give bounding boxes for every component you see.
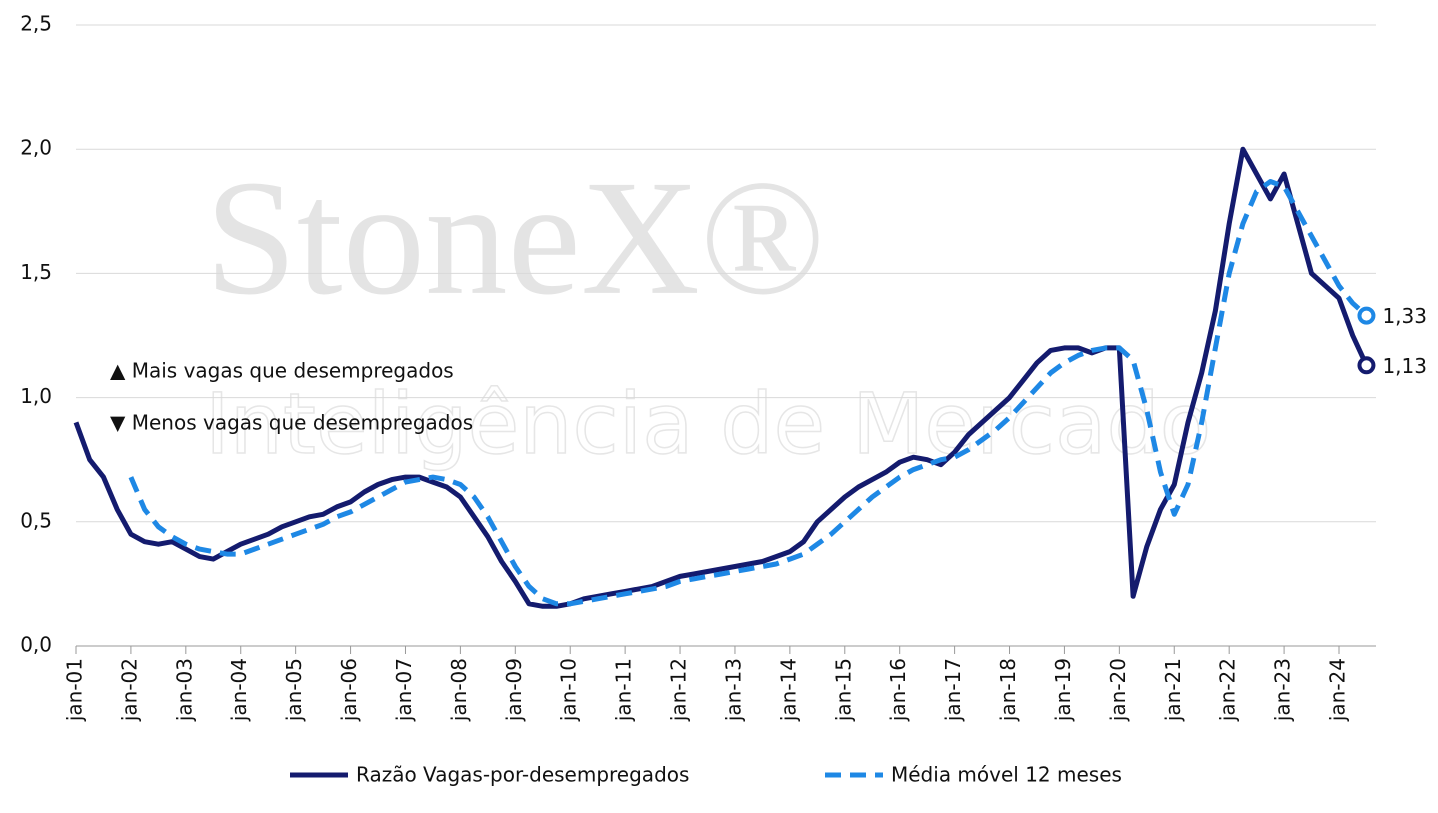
y-tick-label: 0,0	[20, 633, 52, 657]
x-tick-label: jan-16	[886, 658, 910, 722]
x-tick-label: jan-07	[392, 658, 416, 722]
x-tick-label: jan-24	[1326, 658, 1350, 722]
x-tick-label: jan-09	[502, 658, 526, 722]
x-tick-label: jan-18	[996, 658, 1020, 722]
x-tick-label: jan-19	[1051, 658, 1075, 722]
watermark: Inteligência de Mercado	[205, 375, 1211, 473]
y-tick-label: 1,5	[20, 260, 52, 284]
annotation: ▼ Menos vagas que desempregados	[110, 411, 473, 435]
y-tick-label: 2,5	[20, 12, 52, 36]
x-tick-label: jan-02	[117, 658, 141, 722]
annotation: ▲ Mais vagas que desempregados	[110, 359, 454, 383]
x-tick-label: jan-03	[172, 658, 196, 722]
legend-label: Média móvel 12 meses	[891, 763, 1122, 787]
x-tick-label: jan-13	[721, 658, 745, 722]
x-tick-label: jan-10	[557, 658, 581, 722]
x-tick-label: jan-12	[667, 658, 691, 722]
x-tick-label: jan-08	[447, 658, 471, 722]
x-tick-label: jan-05	[282, 658, 306, 722]
x-tick-label: jan-04	[227, 658, 251, 722]
series-line	[128, 179, 1369, 607]
x-tick-label: jan-21	[1161, 658, 1185, 722]
watermark: StoneX®	[205, 146, 825, 329]
x-tick-label: jan-14	[776, 658, 800, 722]
x-tick-label: jan-23	[1271, 658, 1295, 722]
x-tick-label: jan-20	[1106, 658, 1130, 722]
legend-label: Razão Vagas-por-desempregados	[356, 763, 689, 787]
x-tick-label: jan-15	[831, 658, 855, 722]
value-label: 1,33	[1382, 304, 1427, 328]
end-marker	[1357, 306, 1376, 325]
x-tick-label: jan-22	[1216, 658, 1240, 722]
y-tick-label: 2,0	[20, 136, 52, 160]
series-line	[73, 146, 1369, 609]
y-tick-label: 1,0	[20, 384, 52, 408]
x-tick-label: jan-11	[612, 658, 636, 722]
value-label: 1,13	[1382, 354, 1427, 378]
y-tick-label: 0,5	[20, 508, 52, 532]
x-tick-label: jan-06	[337, 658, 361, 722]
x-tick-label: jan-01	[63, 658, 87, 722]
x-tick-label: jan-17	[941, 658, 965, 722]
end-marker	[1357, 356, 1376, 375]
